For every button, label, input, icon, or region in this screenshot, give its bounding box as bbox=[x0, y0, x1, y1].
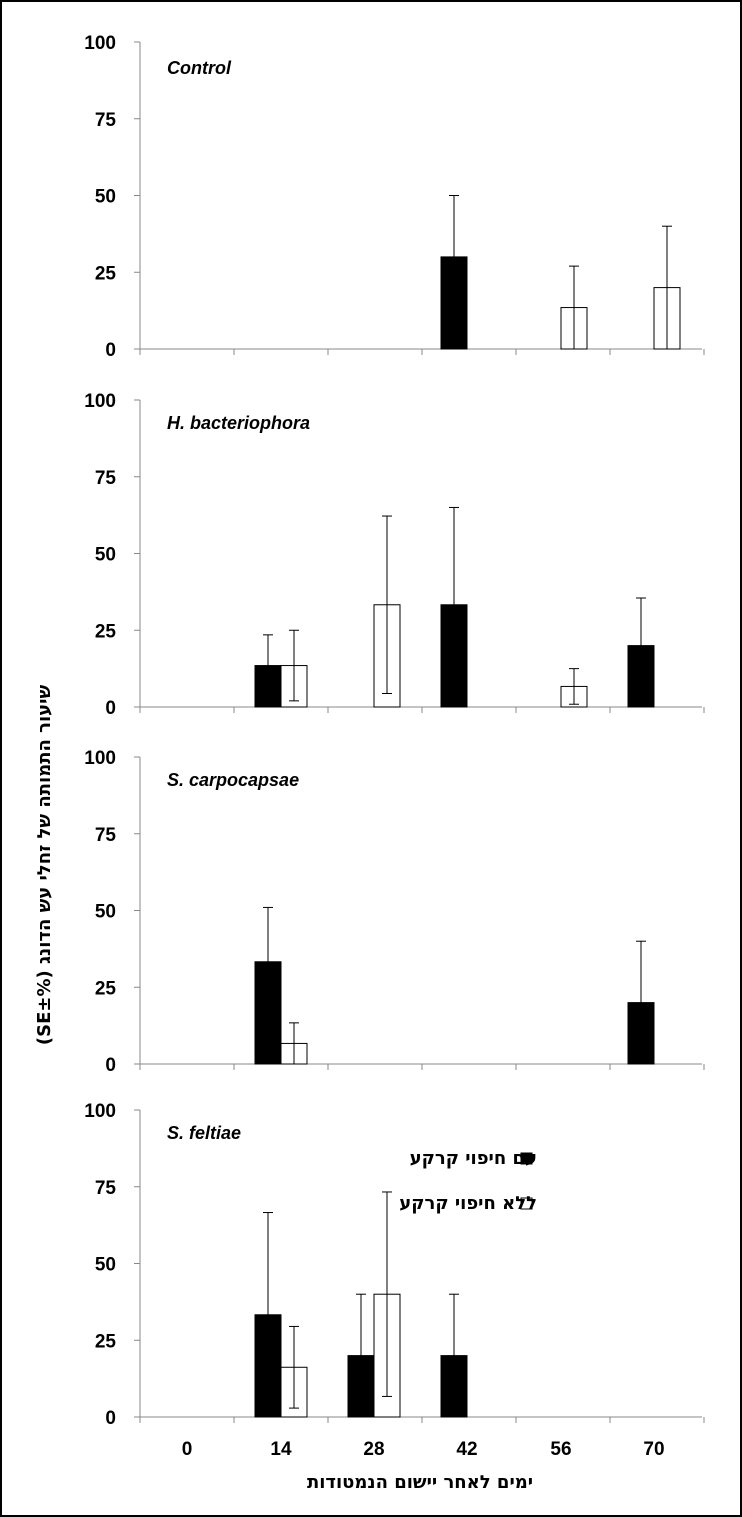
y-tick-label: 25 bbox=[95, 978, 117, 999]
y-tick-label: 0 bbox=[105, 1055, 116, 1076]
y-tick-label: 0 bbox=[105, 340, 116, 361]
y-tick-label: 75 bbox=[95, 1178, 117, 1199]
y-tick-label: 50 bbox=[95, 545, 116, 566]
panel-2: 0 25 50 75 100 H. bacteriophora bbox=[84, 391, 705, 719]
panel-title: S. carpocapsae bbox=[167, 770, 299, 790]
y-tick-label: 100 bbox=[84, 1101, 116, 1122]
legend-swatch-without-mulch bbox=[520, 1197, 533, 1210]
panel-title: Control bbox=[167, 58, 232, 78]
y-tick-label: 50 bbox=[95, 1255, 116, 1276]
y-tick-label: 25 bbox=[95, 621, 117, 642]
legend-swatch-with-mulch bbox=[520, 1152, 533, 1165]
y-tick-label: 25 bbox=[95, 263, 117, 284]
y-tick-label: 75 bbox=[95, 110, 117, 131]
x-tick-label: 56 bbox=[550, 1439, 571, 1460]
x-tick-label: 70 bbox=[643, 1439, 664, 1460]
y-tick-label: 0 bbox=[105, 698, 116, 719]
y-tick-label: 75 bbox=[95, 468, 117, 489]
y-tick-label: 100 bbox=[84, 748, 116, 769]
x-axis-title: ימים לאחר יישום הנמטודות bbox=[307, 1472, 533, 1493]
x-tick-label: 0 bbox=[182, 1439, 193, 1460]
x-tick-label: 14 bbox=[270, 1439, 292, 1460]
x-tick-label: 28 bbox=[363, 1439, 384, 1460]
legend: עם חיפוי קרקע ללא חיפוי קרקע bbox=[399, 1148, 537, 1214]
y-tick-label: 100 bbox=[84, 33, 116, 54]
legend-label-without-mulch: ללא חיפוי קרקע bbox=[399, 1193, 537, 1214]
y-tick-label: 25 bbox=[95, 1331, 117, 1352]
panel-4: 0 25 50 75 100 S. feltiae 0 14 28 42 56 70 bbox=[84, 1101, 705, 1460]
y-tick-label: 75 bbox=[95, 825, 117, 846]
panel-1: 0 25 50 75 100 Control bbox=[84, 33, 705, 361]
y-tick-label: 100 bbox=[84, 391, 116, 412]
y-tick-label: 50 bbox=[95, 187, 116, 208]
x-tick-label: 42 bbox=[456, 1439, 477, 1460]
panel-title: S. feltiae bbox=[167, 1123, 241, 1143]
panel-title: H. bacteriophora bbox=[167, 413, 310, 433]
panel-3: 0 25 50 75 100 S. carpocapsae bbox=[84, 748, 705, 1076]
y-axis-title: שיעור התמותה של זחלי עש הדונג (%±SE) bbox=[34, 685, 55, 1046]
legend-label-with-mulch: עם חיפוי קרקע bbox=[410, 1148, 537, 1169]
chart-panels: 0 25 50 75 100 Control 0 25 50 75 100 H. bacterioph… bbox=[84, 33, 705, 1460]
y-tick-label: 0 bbox=[105, 1408, 116, 1429]
y-tick-label: 50 bbox=[95, 902, 116, 923]
